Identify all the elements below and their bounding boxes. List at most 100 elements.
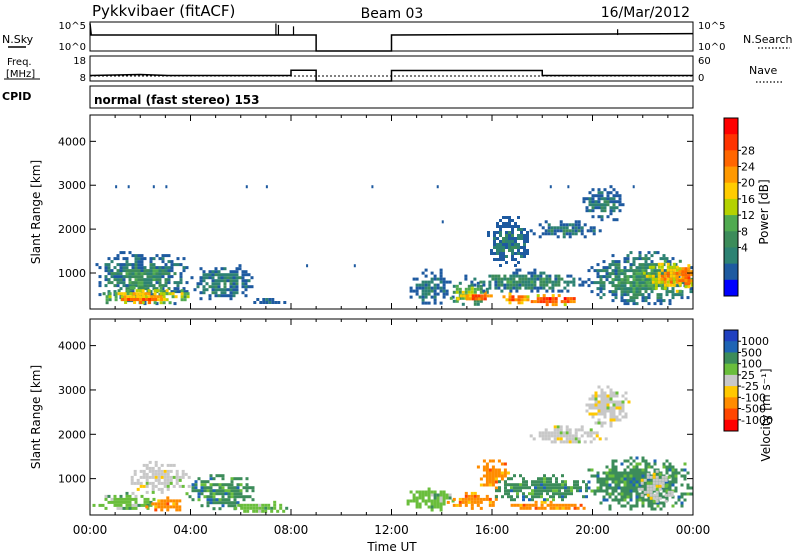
heatmap-cell (244, 273, 248, 277)
heatmap-cell (582, 506, 586, 510)
heatmap-cell (596, 281, 600, 285)
heatmap-cell (229, 291, 233, 295)
heatmap-cell (160, 463, 164, 467)
heatmap-cell (132, 286, 136, 290)
heatmap-cell (614, 486, 618, 490)
heatmap-cell (520, 252, 523, 255)
heatmap-cell (568, 431, 572, 435)
heatmap-cell (615, 406, 619, 410)
heatmap-cell (517, 261, 520, 264)
heatmap-cell (591, 197, 595, 201)
heatmap-cell (611, 459, 615, 463)
heatmap-cell (565, 232, 569, 236)
heatmap-cell (128, 278, 132, 282)
heatmap-cell (644, 266, 648, 270)
heatmap-cell (554, 297, 558, 301)
heatmap-cell (608, 483, 612, 487)
heatmap-cell (119, 497, 123, 501)
heatmap-cell (641, 459, 645, 463)
heatmap-cell (626, 293, 630, 297)
heatmap-cell (169, 469, 173, 473)
heatmap-cell (500, 477, 504, 481)
heatmap-cell (623, 275, 627, 279)
heatmap-cell (458, 503, 462, 507)
heatmap-cell (647, 287, 651, 291)
heatmap-cell (677, 495, 681, 499)
heatmap-cell (609, 388, 613, 392)
heatmap-cell (162, 301, 166, 305)
heatmap-cell (651, 280, 655, 284)
heatmap-cell (564, 506, 568, 510)
heatmap-cell (166, 502, 170, 506)
heatmap-cell (151, 502, 155, 506)
heatmap-cell (540, 480, 543, 484)
heatmap-cell (146, 497, 150, 501)
heatmap-cell (439, 271, 443, 275)
heatmap-cell (159, 289, 163, 293)
heatmap-cell (166, 463, 170, 467)
colorbar-tick-label: 20 (741, 177, 755, 190)
heatmap-cell (624, 412, 628, 416)
heatmap-cell (476, 465, 480, 469)
heatmap-cell (264, 509, 268, 513)
heatmap-cell (553, 431, 557, 435)
heatmap-cell (623, 290, 627, 294)
heatmap-cell (602, 495, 606, 499)
heatmap-cell (534, 503, 538, 507)
heatmap-cell (545, 289, 549, 293)
heatmap-cell (615, 391, 619, 395)
heatmap-cell (646, 475, 650, 479)
heatmap-cell (132, 295, 136, 299)
heatmap-cell (131, 254, 135, 258)
heatmap-cell (684, 282, 688, 286)
heatmap-cell (585, 209, 589, 213)
heatmap-cell (212, 489, 216, 493)
heatmap-cell (157, 499, 161, 503)
heatmap-cell (418, 286, 422, 290)
heatmap-cell (655, 481, 659, 485)
heatmap-cell (614, 260, 618, 264)
heatmap-cell (265, 301, 269, 304)
heatmap-cell (589, 226, 593, 230)
heatmap-cell (653, 275, 657, 279)
heatmap-cell (246, 509, 250, 513)
heatmap-cell (655, 478, 659, 482)
heatmap-cell (570, 492, 573, 496)
heatmap-cell (620, 471, 624, 475)
heatmap-cell (445, 292, 449, 296)
heatmap-cell (169, 463, 173, 467)
heatmap-cell (494, 477, 498, 481)
heatmap-cell (559, 437, 563, 441)
heatmap-cell (505, 261, 508, 264)
heatmap-cell (110, 269, 114, 273)
heatmap-cell (458, 296, 462, 300)
heatmap-cell (626, 459, 630, 463)
heatmap-cell (667, 490, 671, 494)
heatmap-cell (415, 289, 419, 293)
heatmap-cell (684, 279, 688, 283)
heatmap-cell (406, 499, 410, 503)
heatmap-cell (505, 298, 509, 302)
heatmap-cell (555, 480, 558, 484)
heatmap-cell (542, 271, 546, 275)
heatmap-cell (623, 495, 627, 499)
heatmap-cell (659, 299, 663, 303)
heatmap-cell (629, 275, 633, 279)
heatmap-cell (506, 286, 510, 290)
heatmap-cell (145, 466, 149, 470)
heatmap-cell (241, 276, 245, 280)
heatmap-cell (655, 487, 659, 491)
heatmap-cell (236, 486, 240, 490)
heatmap-cell (687, 285, 691, 289)
heatmap-cell (502, 243, 505, 246)
heatmap-cell (571, 440, 575, 444)
heatmap-cell (139, 298, 143, 301)
heatmap-cell (549, 489, 552, 493)
heatmap-cell (526, 237, 529, 240)
heatmap-cell (482, 289, 486, 293)
heatmap-cell (430, 493, 434, 497)
heatmap-cell (531, 492, 534, 496)
heatmap-cell (606, 215, 610, 219)
heatmap-cell (185, 281, 189, 285)
heatmap-cell (647, 293, 651, 297)
